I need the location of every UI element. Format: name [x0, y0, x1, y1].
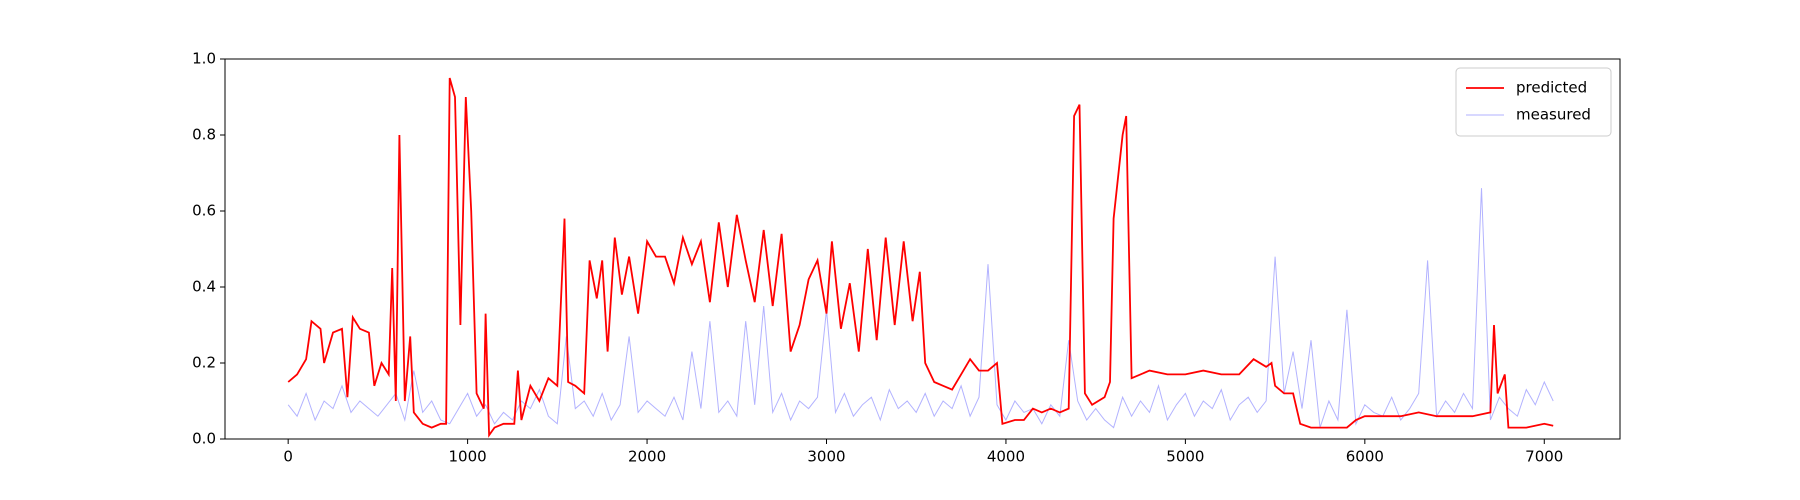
y-tick-label: 0.4: [192, 278, 216, 296]
x-tick-label: 6000: [1346, 448, 1384, 466]
x-tick-label: 2000: [628, 448, 666, 466]
x-tick-label: 5000: [1166, 448, 1204, 466]
plot-frame: [224, 58, 1621, 440]
y-tick-label: 0.8: [192, 126, 216, 144]
legend-box: [1455, 67, 1612, 137]
x-tick-label: 4000: [987, 448, 1025, 466]
x-tick-label: 3000: [807, 448, 845, 466]
series-line: [287, 77, 1554, 438]
x-tick-label: 0: [283, 448, 293, 466]
x-tick-label: 1000: [449, 448, 487, 466]
legend-label: predicted: [1516, 79, 1587, 97]
y-tick-label: 1.0: [192, 50, 216, 68]
y-tick-label: 0.2: [192, 354, 216, 372]
y-tick-label: 0.6: [192, 202, 216, 220]
y-tick-label: 0.0: [192, 430, 216, 448]
legend-label: measured: [1516, 106, 1591, 124]
x-tick-label: 7000: [1525, 448, 1563, 466]
series-line: [287, 188, 1554, 429]
